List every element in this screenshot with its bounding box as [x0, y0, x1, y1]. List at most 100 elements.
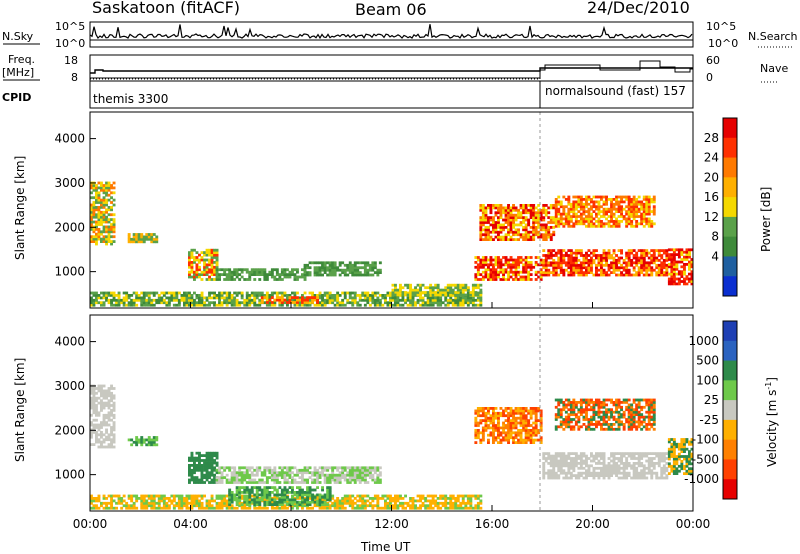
heatmap-cell-velocity-361 — [233, 476, 237, 479]
heatmap-cell-velocity-392 — [245, 468, 249, 472]
heatmap-cell-velocity-1829 — [532, 433, 536, 437]
heatmap-cell-power-728 — [162, 301, 166, 305]
heatmap-cell-velocity-1378 — [243, 495, 247, 499]
heatmap-cell-velocity-503 — [303, 481, 307, 484]
heatmap-cell-power-2391 — [662, 273, 666, 277]
heatmap-cell-power-1299 — [260, 301, 264, 304]
heatmap-cell-power-1865 — [522, 218, 526, 222]
heatmap-cell-power-2728 — [637, 195, 641, 199]
heatmap-cell-velocity-436 — [270, 478, 274, 482]
heatmap-cell-power-760 — [180, 296, 184, 300]
heatmap-cell-power-2503 — [579, 222, 583, 226]
heatmap-cell-velocity-750 — [140, 499, 144, 503]
heatmap-cell-power-2261 — [622, 273, 626, 277]
heatmap-cell-power-1328 — [298, 298, 302, 302]
heatmap-cell-power-1275 — [469, 298, 473, 302]
heatmap-cell-power-817 — [210, 291, 214, 295]
heatmap-cell-power-2134 — [579, 254, 583, 257]
heatmap-cell-power-626 — [102, 291, 106, 295]
heatmap-cell-power-646 — [115, 301, 118, 305]
heatmap-cell-velocity-495 — [298, 471, 302, 475]
heatmap-cell-velocity-1737 — [512, 421, 515, 425]
heatmap-cell-velocity-1409 — [255, 493, 259, 497]
heatmap-cell-power-1025 — [331, 296, 335, 300]
heatmap-cell-power-1417 — [439, 288, 443, 292]
heatmap-cell-power-1904 — [532, 238, 536, 241]
heatmap-cell-power-42 — [95, 232, 98, 236]
heatmap-cell-power-483 — [316, 273, 319, 277]
heatmap-cell-power-644 — [112, 291, 116, 295]
heatmap-cell-power-696 — [142, 294, 146, 297]
heatmap-cell-velocity-195 — [150, 440, 154, 444]
heatmap-cell-velocity-1090 — [333, 506, 337, 510]
heatmap-cell-velocity-1031 — [298, 497, 302, 500]
heatmap-cell-velocity-701 — [107, 501, 111, 505]
heatmap-cell-power-2306 — [637, 273, 641, 277]
heatmap-cell-power-1879 — [524, 216, 528, 219]
heatmap-cell-power-1674 — [479, 226, 483, 229]
heatmap-cell-power-211 — [145, 237, 149, 241]
heatmap-cell-velocity-1588 — [476, 429, 480, 432]
heatmap-cell-velocity-831 — [183, 501, 186, 505]
heatmap-cell-power-1051 — [348, 301, 352, 305]
heatmap-cell-velocity-1643 — [492, 436, 495, 440]
heatmap-cell-power-1082 — [366, 296, 370, 300]
heatmap-cell-power-446 — [291, 270, 294, 274]
heatmap-cell-velocity-841 — [188, 501, 191, 505]
heatmap-cell-power-1427 — [449, 293, 453, 297]
heatmap-cell-power-2652 — [617, 200, 621, 204]
heatmap-cell-power-683 — [135, 291, 139, 295]
heatmap-cell-power-20 — [92, 237, 96, 241]
heatmap-cell-velocity-859 — [195, 494, 199, 498]
heatmap-cell-power-1476 — [474, 278, 478, 281]
heatmap-cell-velocity-1498 — [293, 493, 297, 497]
heatmap-cell-power-1874 — [524, 230, 528, 234]
heatmap-cell-power-1695 — [484, 235, 488, 239]
heatmap-cell-power-1599 — [514, 270, 518, 274]
heatmap-cell-power-1700 — [484, 221, 488, 224]
heatmap-cell-power-348 — [220, 273, 224, 276]
heatmap-cell-power-2734 — [640, 207, 644, 211]
heatmap-cell-power-1760 — [497, 204, 500, 207]
heatmap-cell-power-264 — [198, 275, 201, 279]
heatmap-cell-power-1 — [90, 237, 93, 241]
heatmap-cell-velocity-1526 — [306, 491, 309, 494]
heatmap-cell-velocity-22 — [92, 418, 96, 422]
heatmap-cell-velocity-302 — [210, 459, 214, 462]
heatmap-cell-velocity-411 — [255, 471, 259, 475]
heatmap-cell-velocity-693 — [102, 501, 106, 505]
heatmap-cell-power-827 — [218, 301, 221, 305]
heatmap-cell-power-1914 — [532, 213, 536, 217]
heatmap-cell-power-1239 — [451, 294, 455, 297]
heatmap-cell-power-2338 — [645, 263, 649, 267]
heatmap-cell-velocity-711 — [112, 494, 116, 498]
heatmap-cell-power-56 — [95, 188, 98, 192]
heatmap-cell-power-941 — [280, 294, 284, 297]
heatmap-cell-velocity-1983 — [574, 459, 578, 463]
heatmap-cell-velocity-1542 — [313, 488, 317, 492]
heatmap-cell-power-2329 — [642, 259, 646, 262]
heatmap-cell-power-763 — [183, 301, 186, 305]
heatmap-cell-power-477 — [311, 261, 314, 265]
heatmap-cell-velocity-489 — [296, 481, 299, 484]
heatmap-cell-power-772 — [185, 294, 189, 297]
heatmap-cell-power-2425 — [557, 212, 561, 216]
heatmap-cell-power-1911 — [532, 221, 536, 224]
heatmap-cell-velocity-27 — [92, 401, 96, 405]
heatmap-cell-power-2475 — [572, 222, 576, 226]
heatmap-cell-velocity-1499 — [293, 491, 297, 494]
heatmap-cell-velocity-138 — [110, 438, 113, 442]
heatmap-cell-velocity-1523 — [306, 498, 309, 502]
heatmap-cell-power-999 — [318, 301, 322, 305]
heatmap-cell-velocity-1775 — [519, 414, 523, 418]
heatmap-cell-velocity-1332 — [474, 506, 478, 510]
heatmap-cell-velocity-1222 — [411, 506, 415, 510]
heatmap-cell-power-2187 — [597, 261, 601, 265]
heatmap-cell-power-2844 — [680, 280, 684, 283]
heatmap-cell-velocity-375 — [238, 468, 242, 472]
heatmap-cell-velocity-1246 — [426, 506, 430, 510]
heatmap-cell-power-13 — [90, 203, 93, 207]
heatmap-cell-velocity-192 — [147, 438, 151, 442]
heatmap-cell-power-1070 — [358, 296, 362, 300]
heatmap-cell-velocity-1274 — [441, 497, 445, 500]
